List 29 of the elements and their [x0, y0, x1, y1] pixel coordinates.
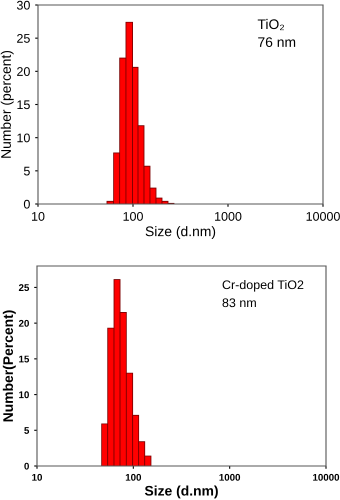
y-tick-label: 10 — [17, 133, 30, 142]
y-tick-label: 15 — [19, 356, 30, 362]
y-tick-label: 5 — [24, 427, 30, 434]
y-tick-label: 25 — [18, 284, 30, 292]
y-tick-label: 20 — [18, 320, 29, 327]
y-tick-label: 20 — [17, 67, 30, 76]
x-tick-label: 100 — [124, 212, 143, 221]
y-tick-label: 5 — [24, 166, 30, 176]
x-tick-label: 100 — [126, 474, 142, 481]
y-tick-label: 0 — [24, 462, 29, 470]
annotation: 83 nm — [222, 298, 256, 308]
annotation: TiO₂ — [258, 18, 284, 30]
y-tick-label: 10 — [19, 391, 29, 398]
x-tick-label: 1000 — [219, 474, 240, 481]
y-tick-label: 15 — [17, 100, 30, 110]
y-tick-label: 30 — [16, 0, 30, 10]
x-tick-label: 10 — [32, 212, 44, 221]
annotation: Cr-doped TiO2 — [222, 280, 304, 292]
x-tick-label: 10000 — [306, 212, 340, 221]
annotation: 76 nm — [258, 37, 296, 48]
y-axis-title: Number (percent) — [0, 50, 14, 158]
y-tick-label: 0 — [24, 200, 30, 209]
x-axis-title: Size (d.nm) — [144, 485, 218, 498]
x-tick-label: 1000 — [215, 212, 242, 221]
x-tick-label: 10000 — [313, 474, 340, 481]
x-tick-label: 10 — [32, 474, 42, 481]
x-axis-title: Size (d.nm) — [146, 226, 216, 240]
y-axis-title: Number(Percent) — [2, 310, 16, 422]
y-tick-label: 25 — [17, 34, 30, 43]
